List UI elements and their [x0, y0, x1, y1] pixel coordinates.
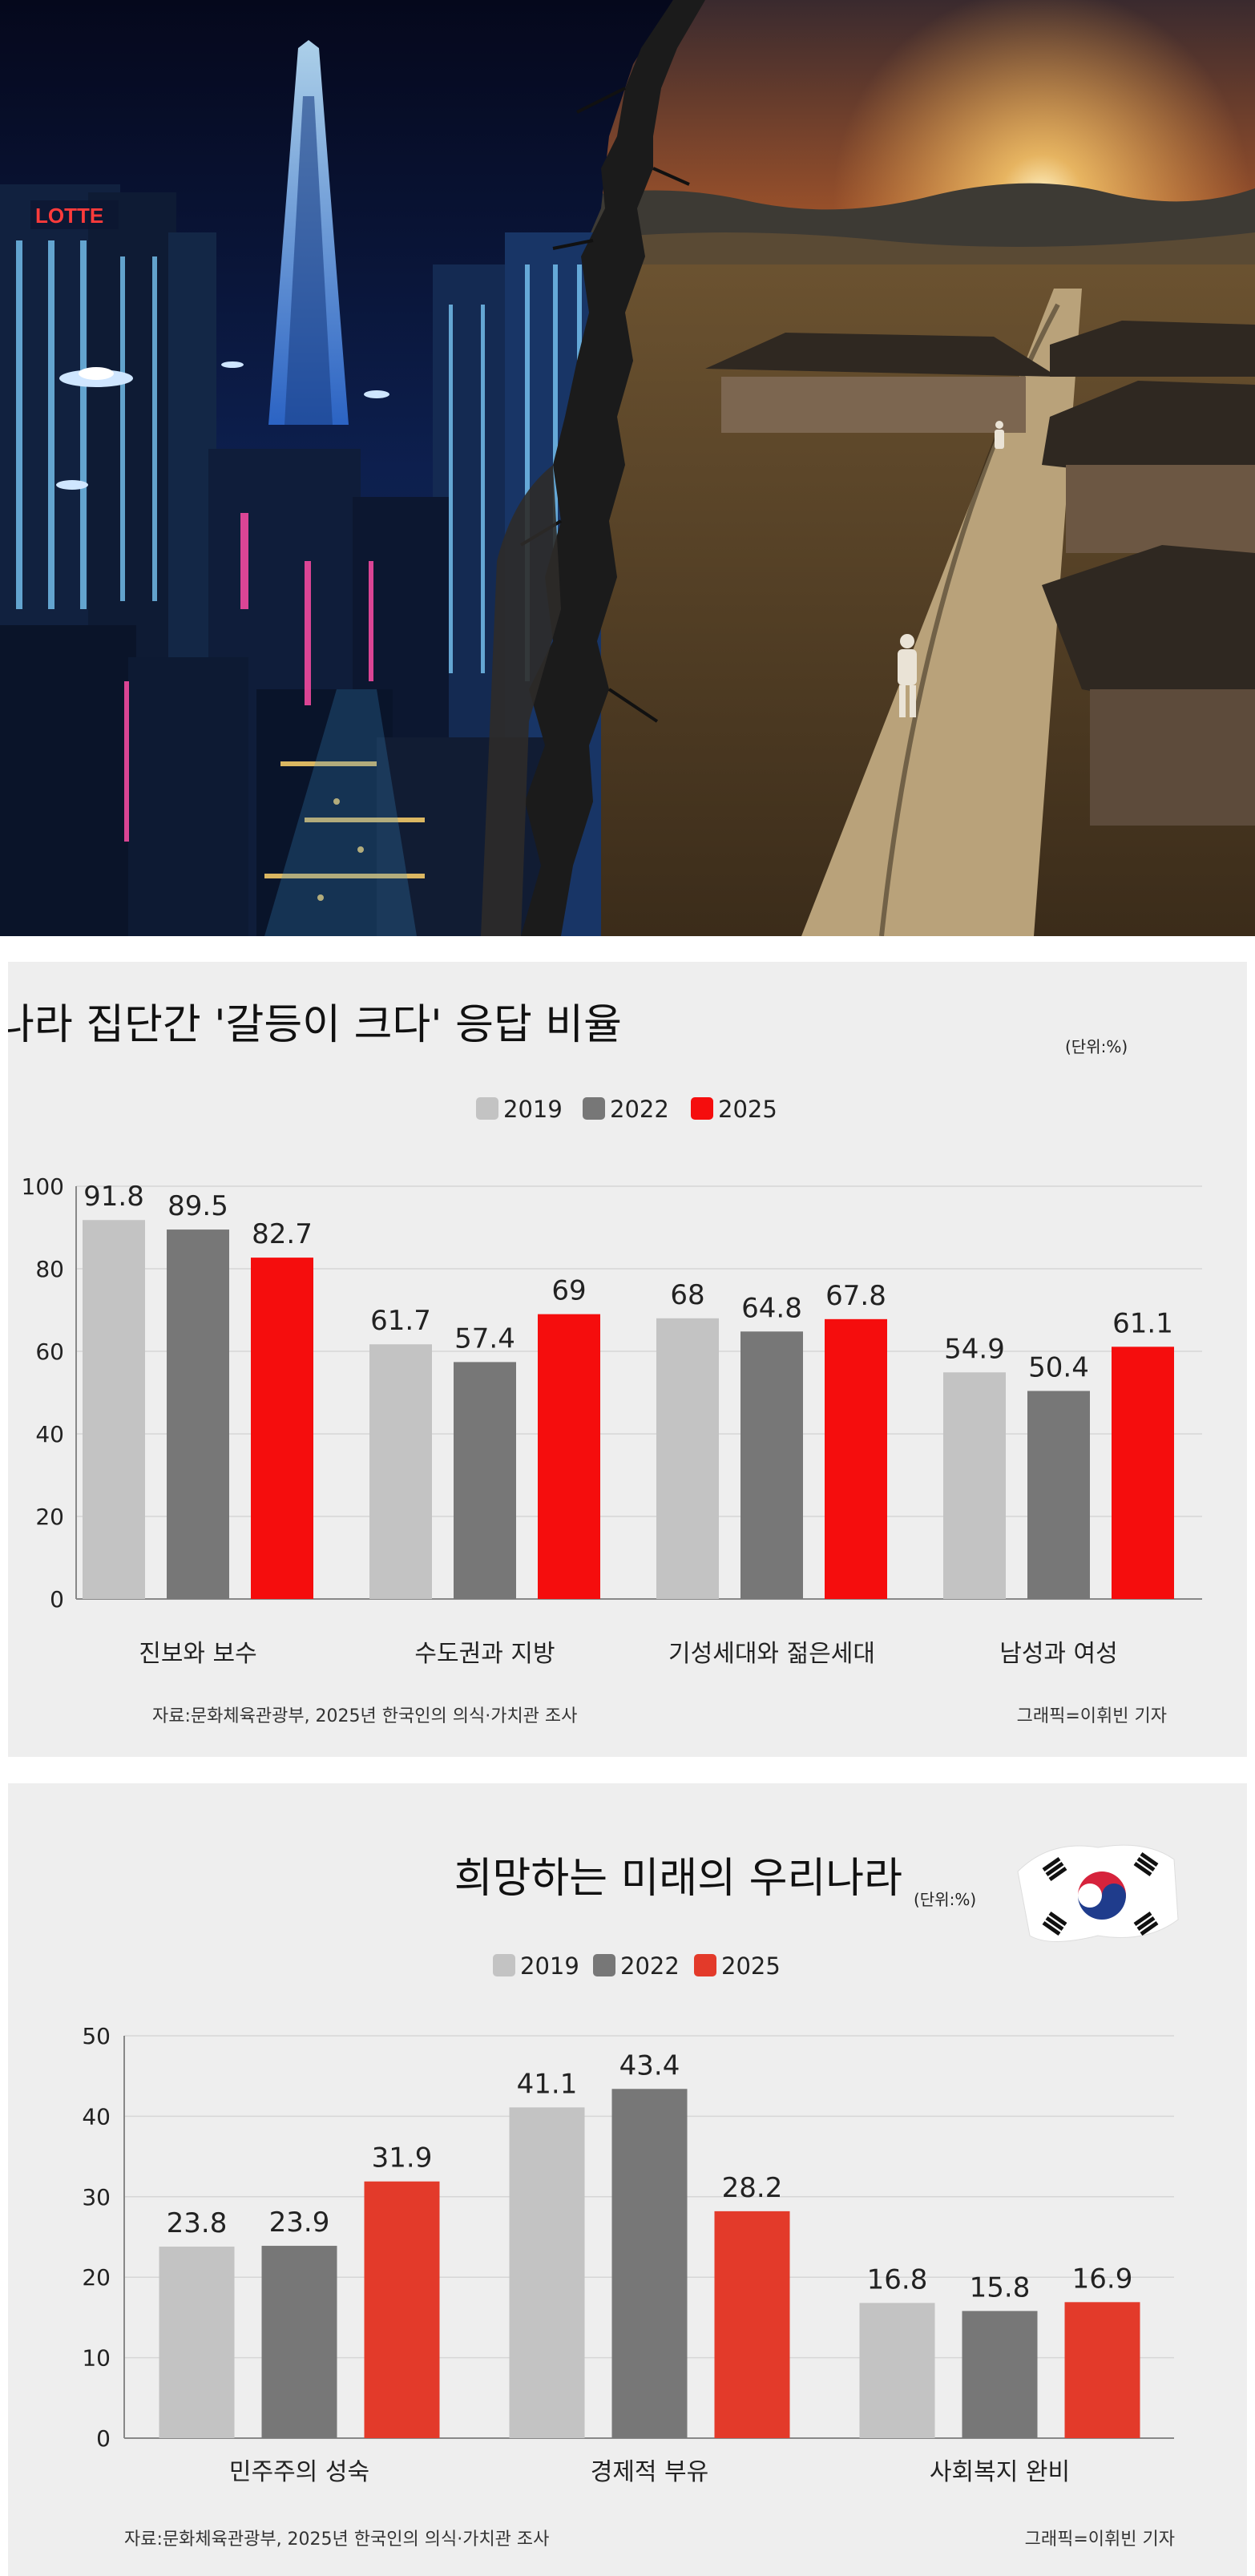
- bar-2019: [83, 1220, 145, 1599]
- legend-swatch-2019: [493, 1954, 515, 1976]
- korean-flag-icon: [1018, 1845, 1178, 1941]
- x-category-label: 경제적 부유: [591, 2458, 709, 2486]
- legend-swatch-2025: [691, 1097, 713, 1120]
- legend-swatch-2022: [593, 1954, 615, 1976]
- data-label: 64.8: [741, 1292, 802, 1324]
- source-note: 자료:문화체육관광부, 2025년 한국인의 의식·가치관 조사: [152, 1706, 577, 1726]
- x-category-label: 진보와 보수: [139, 1640, 257, 1668]
- bar-2025: [825, 1319, 887, 1599]
- data-label: 61.7: [370, 1305, 431, 1337]
- bar-2025: [538, 1314, 600, 1599]
- x-category-label: 민주주의 성숙: [229, 2458, 369, 2486]
- bar-2025: [251, 1258, 313, 1599]
- bar-2025: [365, 2182, 440, 2438]
- bar-2022: [1027, 1391, 1090, 1599]
- legend-swatch-2019: [476, 1097, 498, 1120]
- legend-label-2019: 2019: [520, 1952, 579, 1980]
- conflict-bar-chart: 우리나라 집단간 '갈등이 크다' 응답 비율 (단위:%) 201920222…: [8, 962, 1247, 1757]
- graphic-credit: 그래픽=이휘빈 기자: [1025, 2530, 1175, 2550]
- y-tick-label: 20: [35, 1504, 64, 1530]
- chart-legend: 2019 2022 2025: [493, 1952, 781, 1980]
- data-label: 67.8: [825, 1280, 886, 1312]
- data-label: 23.9: [269, 2207, 330, 2239]
- y-tick-label: 0: [50, 1586, 64, 1613]
- bar-2019: [656, 1318, 719, 1599]
- data-label: 16.9: [1072, 2263, 1133, 2295]
- data-label: 68: [670, 1279, 704, 1311]
- data-label: 57.4: [454, 1322, 515, 1355]
- y-tick-label: 0: [96, 2425, 111, 2452]
- data-label: 89.5: [167, 1190, 228, 1222]
- data-label: 28.2: [722, 2172, 783, 2204]
- future-bar-chart: 희망하는 미래의 우리나라 (단위:%) 2019 2022 2025 0 10 20 3…: [8, 1783, 1247, 2576]
- y-tick-label: 60: [35, 1338, 64, 1365]
- bar-2019: [860, 2303, 935, 2438]
- x-axis-categories: 민주주의 성숙 경제적 부유 사회복지 완비: [229, 2458, 1070, 2486]
- graphic-credit: 그래픽=이휘빈 기자: [1017, 1706, 1167, 1726]
- bar-2022: [262, 2246, 337, 2438]
- data-label: 82.7: [252, 1218, 313, 1250]
- bar-2025: [1112, 1347, 1174, 1599]
- bar-2019: [510, 2107, 585, 2438]
- y-axis-ticks: 0 20 40 60 80 100: [22, 1173, 64, 1613]
- legend-label-2019: 2019: [503, 1096, 563, 1123]
- legend-label-2022: 2022: [610, 1096, 669, 1123]
- data-label: 31.9: [372, 2142, 433, 2174]
- x-category-label: 사회복지 완비: [930, 2458, 1070, 2486]
- bar-2019: [943, 1372, 1006, 1599]
- data-label: 61.1: [1112, 1307, 1173, 1339]
- y-tick-label: 30: [82, 2184, 111, 2211]
- bar-2019: [369, 1344, 432, 1599]
- data-label: 43.4: [619, 2049, 680, 2081]
- chart-legend: 2019 2022 2025: [476, 1096, 777, 1123]
- chart-unit: (단위:%): [914, 1890, 976, 1909]
- chart-title: 우리나라 집단간 '갈등이 크다' 응답 비율: [8, 1001, 622, 1049]
- lotte-sign: LOTTE: [35, 204, 103, 228]
- city-vs-countryside-illustration: LOTTE: [0, 0, 1255, 936]
- data-label: 91.8: [83, 1181, 144, 1213]
- y-tick-label: 40: [35, 1421, 64, 1447]
- chart-unit: (단위:%): [1065, 1037, 1128, 1056]
- x-category-label: 수도권과 지방: [414, 1640, 555, 1668]
- legend-label-2025: 2025: [718, 1096, 777, 1123]
- x-category-label: 기성세대와 젊은세대: [668, 1640, 875, 1668]
- y-axis-ticks: 0 10 20 30 40 50: [82, 2023, 111, 2452]
- data-label: 54.9: [944, 1333, 1005, 1365]
- y-tick-label: 40: [82, 2103, 111, 2130]
- legend-swatch-2025: [694, 1954, 716, 1976]
- legend-swatch-2022: [583, 1097, 605, 1120]
- y-tick-label: 100: [22, 1173, 64, 1200]
- chart-bars: [83, 1220, 1174, 1599]
- x-axis-categories: 진보와 보수 수도권과 지방 기성세대와 젊은세대 남성과 여성: [139, 1640, 1118, 1668]
- chart-value-labels: 91.8 89.5 82.7 61.7 57.4 69 68 64.8 67.8 54.9 50.4…: [83, 1181, 1173, 1383]
- chart-title: 희망하는 미래의 우리나라: [454, 1855, 902, 1903]
- bar-2019: [159, 2247, 235, 2438]
- data-label: 15.8: [970, 2271, 1031, 2303]
- bar-2022: [167, 1229, 229, 1599]
- data-label: 69: [551, 1275, 586, 1307]
- data-label: 16.8: [867, 2263, 928, 2295]
- y-tick-label: 80: [35, 1256, 64, 1282]
- legend-label-2025: 2025: [721, 1952, 781, 1980]
- chart-panel-future: 희망하는 미래의 우리나라 (단위:%) 2019 2022 2025 0 10 20 3…: [8, 1783, 1247, 2576]
- chart-bars: [159, 2089, 1140, 2438]
- source-note: 자료:문화체육관광부, 2025년 한국인의 의식·가치관 조사: [124, 2530, 549, 2550]
- data-label: 50.4: [1028, 1351, 1089, 1383]
- data-label: 41.1: [517, 2068, 578, 2100]
- bar-2022: [612, 2089, 688, 2438]
- chart-panel-conflict: 우리나라 집단간 '갈등이 크다' 응답 비율 (단위:%) 201920222…: [8, 962, 1247, 1757]
- data-label: 23.8: [167, 2207, 228, 2239]
- y-tick-label: 20: [82, 2264, 111, 2291]
- hero-image: LOTTE: [0, 0, 1255, 936]
- x-category-label: 남성과 여성: [999, 1640, 1118, 1668]
- bar-2022: [962, 2311, 1038, 2438]
- y-tick-label: 50: [82, 2023, 111, 2049]
- bar-2025: [1065, 2302, 1140, 2438]
- y-tick-label: 10: [82, 2345, 111, 2372]
- legend-label-2022: 2022: [620, 1952, 680, 1980]
- bar-2022: [740, 1331, 803, 1599]
- bar-2022: [454, 1362, 516, 1599]
- bar-2025: [715, 2211, 790, 2438]
